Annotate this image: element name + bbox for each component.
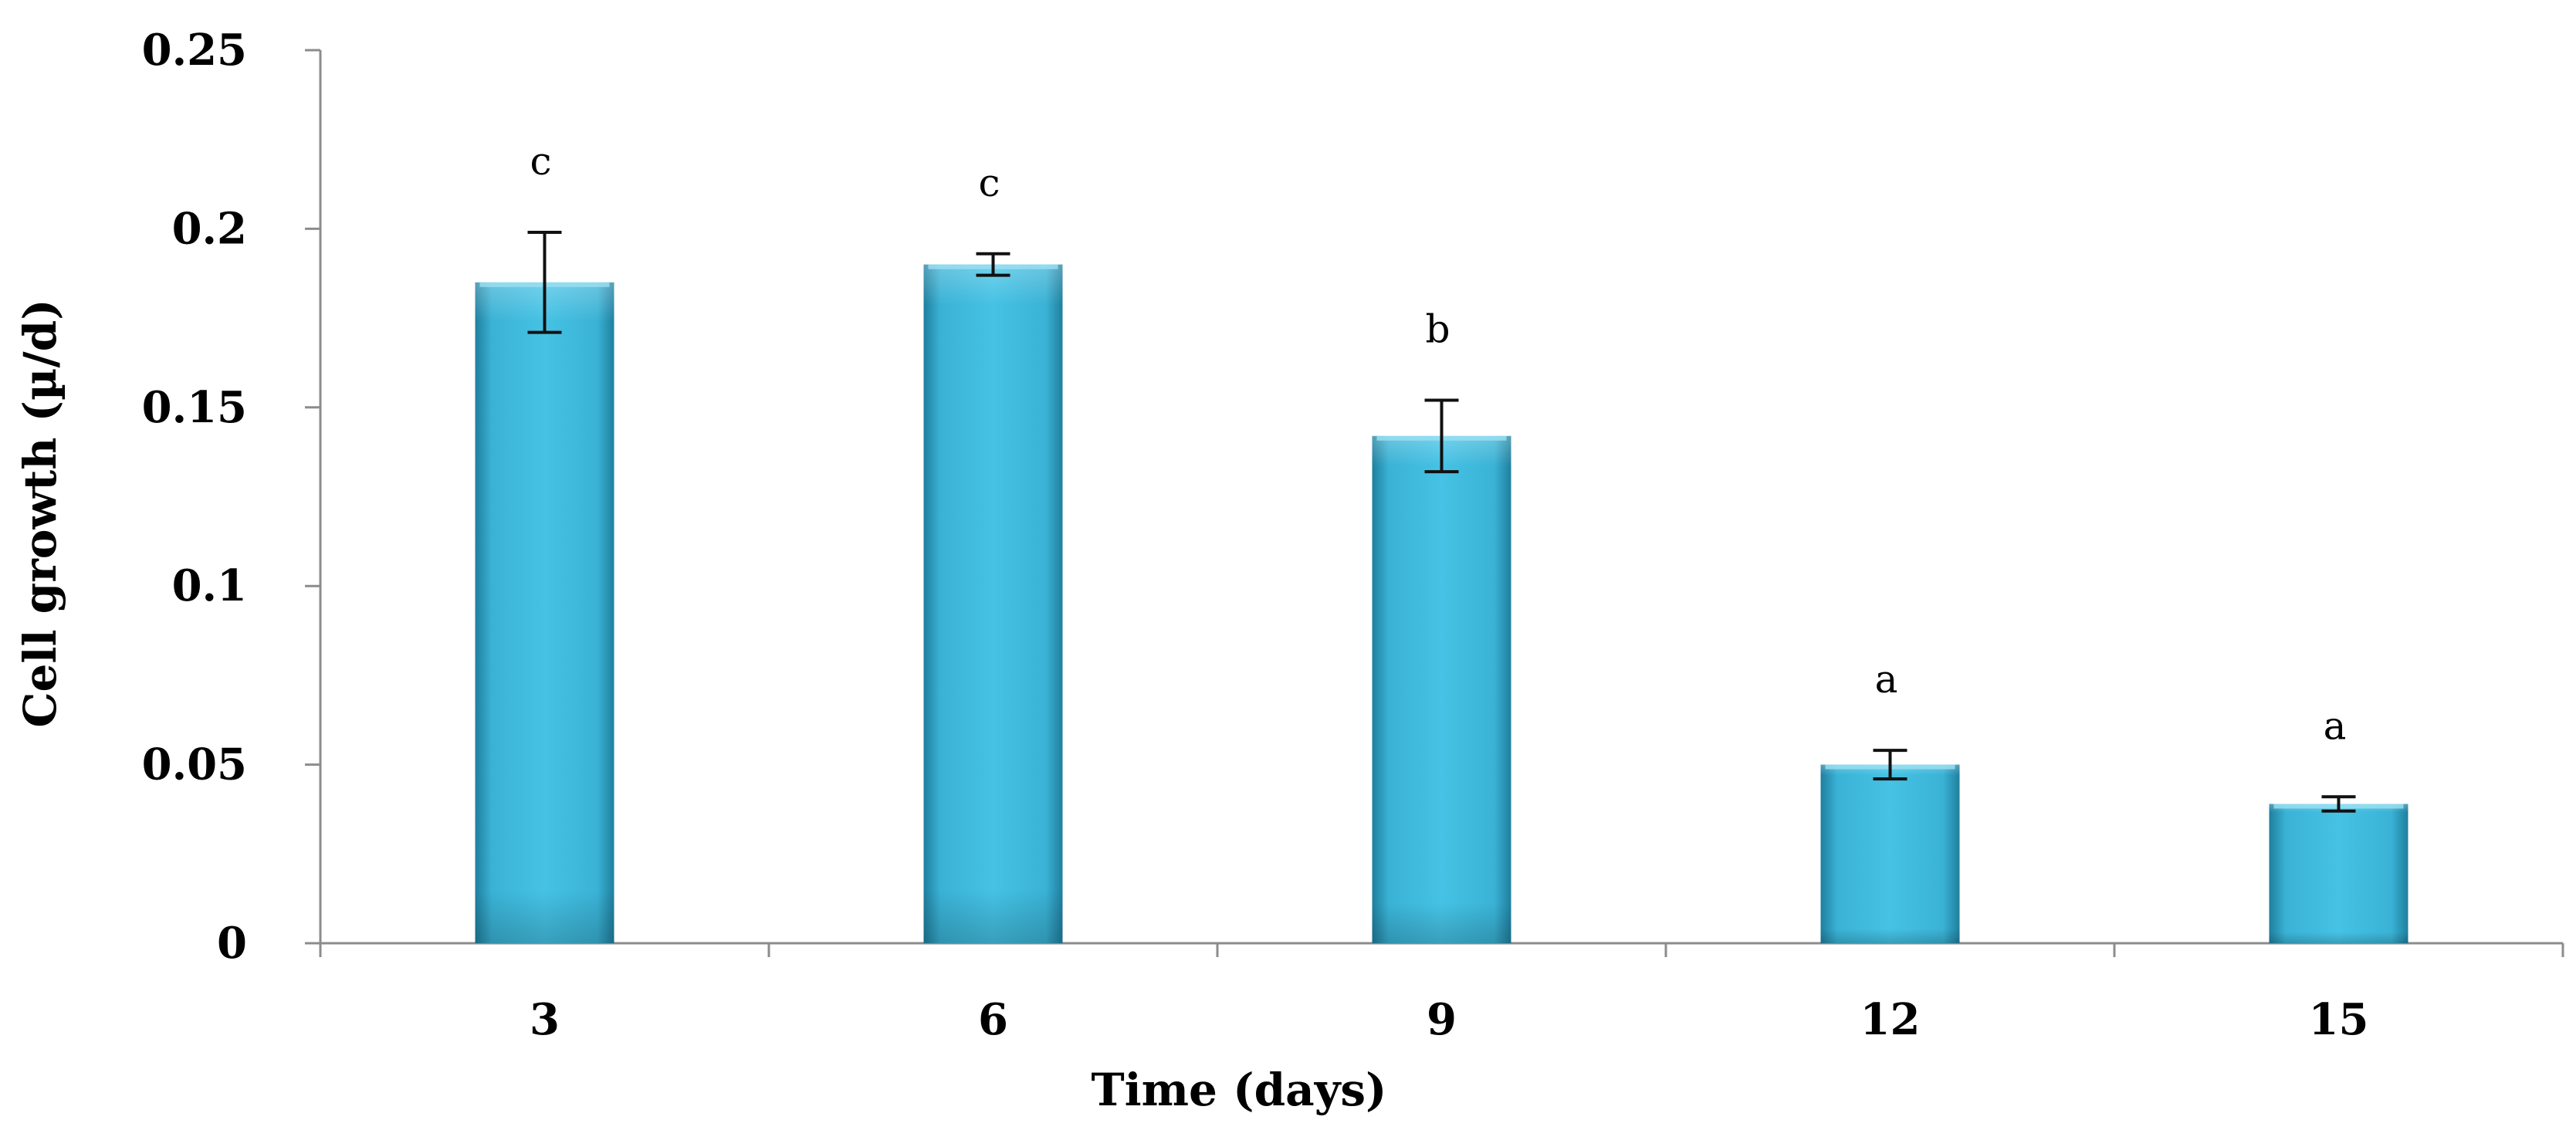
bar-shade (475, 282, 614, 943)
y-tick-label: 0.05 (142, 739, 247, 790)
x-tick-label: 12 (1860, 994, 1921, 1045)
x-tick-label: 6 (978, 994, 1008, 1045)
x-tick-label: 9 (1427, 994, 1457, 1045)
error-bars (527, 231, 2356, 813)
labels: 0 0.05 0.1 0.15 0.2 0.25 c 3 c 6 b 9 a 12 a 15 (142, 25, 2369, 1045)
y-tick-label: 0 (217, 918, 247, 969)
significance-label: b (1425, 307, 1450, 352)
significance-label: c (978, 161, 1000, 205)
bar-shade (2269, 804, 2408, 943)
y-tick-label: 0.15 (142, 382, 247, 433)
bars (475, 264, 2408, 943)
x-tick-label: 3 (530, 994, 560, 1045)
y-axis-title: Cell growth (µ/d) (14, 299, 66, 727)
y-tick-label: 0.1 (172, 560, 247, 611)
y-tick-label: 0.25 (142, 25, 247, 76)
x-tick-label: 15 (2309, 994, 2369, 1045)
bar-shade (1372, 435, 1511, 943)
significance-label: c (530, 139, 551, 184)
significance-label: a (1875, 657, 1898, 702)
x-axis-title: Time (days) (1091, 1064, 1386, 1116)
significance-label: a (2324, 703, 2347, 748)
y-tick-label: 0.2 (172, 203, 247, 254)
bar-shade (1820, 764, 1960, 943)
bar-shade (923, 264, 1063, 943)
